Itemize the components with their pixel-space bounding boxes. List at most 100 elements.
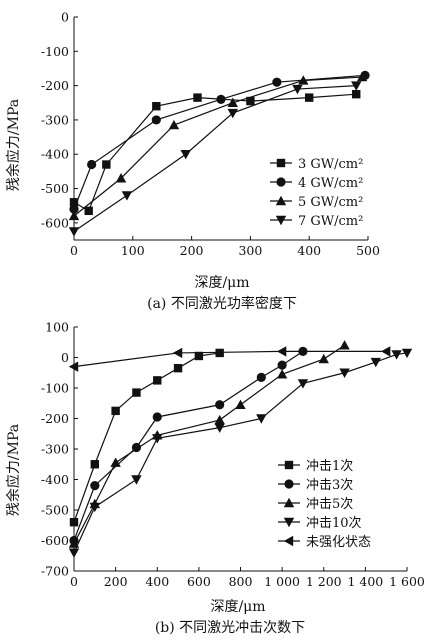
x-tick-label: 0 [70, 243, 78, 258]
data-point [151, 115, 161, 125]
x-tick-label: 600 [187, 574, 211, 589]
data-point [227, 108, 238, 119]
x-tick-label: 400 [145, 574, 169, 589]
series-line [73, 350, 387, 368]
data-point [214, 414, 225, 425]
y-tick-label: -500 [41, 503, 69, 518]
x-tick-label: 300 [238, 243, 262, 258]
chart-b: -700 -600 -500 -400 -300 -200 -100 0 100 0 200 400 6… [5, 320, 425, 637]
data-point [276, 346, 287, 357]
data-point [227, 97, 238, 107]
data-point [339, 368, 350, 378]
data-point [298, 75, 309, 85]
data-point [401, 348, 413, 359]
data-point [214, 423, 225, 433]
legend-marker [284, 479, 294, 489]
data-point [318, 353, 329, 364]
x-tick-label: 800 [229, 574, 253, 589]
x-tick-label: 1 200 [306, 574, 342, 589]
data-point [152, 412, 162, 422]
data-point [215, 400, 225, 410]
y-tick-label: -500 [41, 181, 69, 196]
data-point [68, 361, 79, 372]
data-point [152, 102, 161, 111]
y-tick-label: -600 [41, 533, 69, 548]
legend-marker [283, 535, 294, 547]
caption-a: (a) 不同激光功率密度下 [147, 295, 297, 312]
x-tick-label: 200 [104, 574, 128, 589]
legend-marker [283, 497, 295, 508]
ylabel-a: 残余应力/MPa [5, 99, 22, 191]
y-tick-label: -200 [41, 411, 69, 426]
x-tick-label: 100 [121, 243, 145, 258]
series-line [73, 74, 366, 210]
data-point [87, 159, 97, 170]
series-line [73, 76, 363, 217]
data-point [121, 191, 133, 201]
legend-marker [284, 460, 294, 470]
data-point [180, 150, 191, 160]
x-tick-label: 500 [356, 243, 380, 258]
data-point [173, 363, 183, 373]
y-tick-label: -100 [41, 381, 69, 396]
xlabel-b: 深度/μm [210, 599, 265, 615]
data-point [256, 414, 267, 424]
data-point [69, 198, 79, 207]
data-point [339, 340, 350, 350]
y-tick-label: -400 [41, 472, 69, 487]
data-point [172, 347, 183, 359]
legend-label: 未强化状态 [306, 535, 371, 550]
data-point [68, 538, 80, 548]
y-tick-label: -100 [41, 44, 69, 59]
legend-marker [283, 517, 295, 528]
data-point [68, 227, 80, 237]
data-point [216, 94, 226, 104]
data-point [110, 457, 121, 467]
series-line [73, 344, 345, 544]
legend-marker [276, 177, 286, 187]
data-point [305, 93, 314, 102]
data-point [132, 388, 141, 397]
y-tick-label: -300 [41, 442, 69, 457]
data-point [352, 89, 361, 99]
data-point [235, 399, 246, 409]
x-tick-label: 1 400 [347, 574, 383, 589]
data-point [380, 346, 391, 357]
caption-b: (b) 不同激光冲击次数下 [155, 619, 305, 636]
ylabel-b: 残余应力/MPa [5, 424, 22, 516]
data-point [131, 475, 142, 485]
data-point [356, 71, 368, 82]
legend-label: 4 GW/cm² [298, 176, 363, 191]
data-point [90, 481, 100, 491]
y-tick-label: 100 [45, 320, 69, 335]
series-line [73, 93, 357, 212]
data-point [90, 460, 100, 469]
chart-a: -600 -500 -400 -300 -200 -100 0 0 100 200 300 400 50… [5, 10, 380, 313]
y-tick-label: -700 [41, 564, 69, 579]
data-point [297, 379, 309, 389]
y-tick-label: -600 [41, 215, 69, 230]
data-point [351, 81, 362, 91]
series-line [73, 350, 304, 541]
legend-label: 5 GW/cm² [298, 195, 363, 210]
data-point [168, 119, 180, 130]
plot-area-b: -700 -600 -500 -400 -300 -200 -100 0 100 0 200 400 6… [41, 320, 425, 590]
legend-marker [275, 215, 287, 226]
series-line [73, 352, 220, 523]
data-point [152, 434, 163, 444]
x-tick-label: 200 [180, 243, 204, 258]
legend-label: 冲击10次 [306, 515, 362, 531]
data-point [69, 518, 79, 527]
y-tick-label: -300 [41, 112, 69, 127]
legend-marker [275, 195, 287, 206]
data-point [292, 84, 303, 95]
data-point [115, 173, 127, 183]
x-tick-label: 0 [70, 574, 78, 589]
legend-label: 冲击1次 [306, 458, 353, 474]
data-point [131, 442, 142, 453]
legend-marker [276, 158, 286, 168]
xlabel-a: 深度/μm [194, 275, 249, 291]
data-point [215, 348, 224, 358]
x-tick-label: 1 600 [389, 574, 425, 589]
